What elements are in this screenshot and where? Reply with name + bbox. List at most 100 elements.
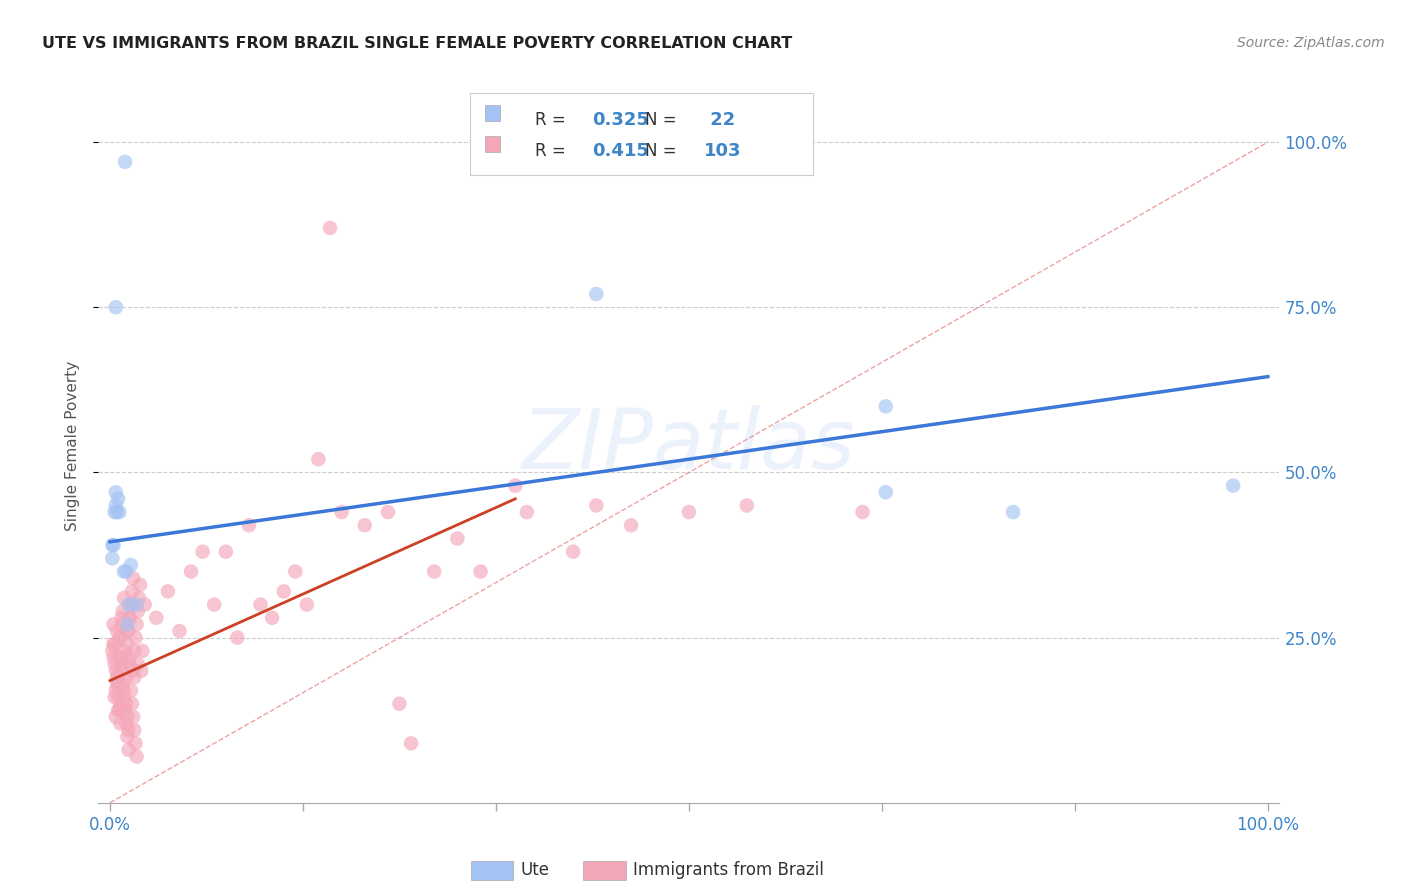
Point	[215, 545, 238, 559]
Point	[191, 545, 214, 559]
Point	[117, 730, 139, 744]
Point	[249, 598, 271, 612]
Point	[307, 452, 329, 467]
Text: UTE VS IMMIGRANTS FROM BRAZIL SINGLE FEMALE POVERTY CORRELATION CHART: UTE VS IMMIGRANTS FROM BRAZIL SINGLE FEM…	[42, 36, 793, 51]
Point	[875, 400, 897, 414]
Point	[108, 505, 131, 519]
Point	[117, 617, 139, 632]
Point	[104, 664, 127, 678]
Point	[110, 716, 132, 731]
Point	[105, 677, 128, 691]
Point	[226, 631, 249, 645]
Point	[103, 538, 125, 552]
Point	[330, 505, 353, 519]
Point	[104, 690, 127, 704]
Point	[105, 624, 128, 638]
Text: ZIPatlas: ZIPatlas	[522, 406, 856, 486]
Point	[103, 637, 125, 651]
Point	[115, 670, 138, 684]
Point	[117, 637, 139, 651]
Point	[121, 584, 143, 599]
Point	[620, 518, 643, 533]
Point	[118, 611, 141, 625]
Point	[110, 631, 132, 645]
Point	[124, 631, 146, 645]
Point	[169, 624, 191, 638]
Point	[104, 637, 127, 651]
Point	[122, 571, 145, 585]
Point	[585, 287, 607, 301]
Point	[104, 683, 127, 698]
Point	[108, 631, 131, 645]
Point	[104, 300, 127, 314]
Point	[120, 558, 142, 572]
Point	[107, 677, 129, 691]
Point	[446, 532, 468, 546]
Point	[105, 670, 128, 684]
Point	[125, 598, 148, 612]
Point	[118, 650, 141, 665]
Point	[262, 611, 284, 625]
Point	[112, 690, 135, 704]
Point	[125, 617, 148, 632]
Point	[117, 710, 139, 724]
Point	[145, 611, 167, 625]
Point	[108, 650, 131, 665]
Point	[114, 154, 136, 169]
Point	[131, 644, 153, 658]
Point	[134, 598, 156, 612]
Point	[117, 624, 139, 638]
Point	[104, 505, 127, 519]
Point	[124, 670, 146, 684]
Point	[238, 518, 260, 533]
Point	[104, 485, 127, 500]
Point	[129, 578, 152, 592]
Point	[388, 697, 411, 711]
Point	[1002, 505, 1025, 519]
Text: R =: R =	[536, 143, 571, 161]
Point	[105, 505, 128, 519]
Point	[117, 624, 139, 638]
Point	[284, 565, 307, 579]
Point	[124, 644, 146, 658]
Point	[127, 657, 149, 671]
Point	[470, 565, 492, 579]
Text: 22: 22	[704, 111, 735, 128]
Point	[107, 670, 129, 684]
Point	[110, 611, 132, 625]
Point	[562, 545, 585, 559]
Point	[128, 591, 150, 605]
Point	[112, 683, 135, 698]
Text: 103: 103	[704, 143, 742, 161]
Point	[112, 565, 135, 579]
Point	[101, 644, 124, 658]
Point	[104, 499, 127, 513]
Text: N =: N =	[645, 143, 682, 161]
Point	[156, 584, 179, 599]
Point	[125, 749, 148, 764]
Point	[202, 598, 225, 612]
Point	[678, 505, 700, 519]
Point	[852, 505, 875, 519]
Point	[121, 598, 143, 612]
Point	[120, 598, 142, 612]
Point	[180, 565, 202, 579]
Point	[875, 485, 897, 500]
Point	[117, 723, 139, 738]
Point	[735, 499, 758, 513]
Point	[516, 505, 538, 519]
Point	[107, 703, 129, 717]
Point	[107, 690, 129, 704]
Point	[114, 644, 136, 658]
Point	[118, 611, 141, 625]
Point	[319, 221, 342, 235]
Point	[115, 697, 138, 711]
Point	[353, 518, 375, 533]
Point	[108, 703, 131, 717]
Text: Immigrants from Brazil: Immigrants from Brazil	[633, 861, 824, 879]
Point	[585, 499, 607, 513]
Text: R =: R =	[536, 111, 571, 128]
Point	[103, 650, 125, 665]
Point	[101, 551, 124, 566]
Y-axis label: Single Female Poverty: Single Female Poverty	[65, 361, 80, 531]
